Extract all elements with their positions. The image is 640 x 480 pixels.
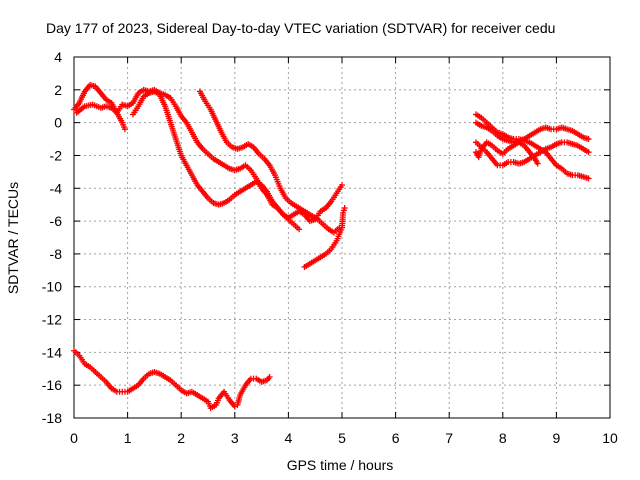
y-tick-label: -10 [42,279,62,295]
data-point-marker [585,136,592,143]
chart-title: Day 177 of 2023, Sidereal Day-to-day VTE… [46,20,555,36]
x-tick-label: 8 [499,430,507,446]
y-tick-label: -6 [50,213,63,229]
data-point-marker [266,373,273,380]
y-tick-label: 2 [54,82,62,98]
x-tick-label: 5 [338,430,346,446]
x-tick-label: 0 [70,430,78,446]
axis-ticks: 0 1 2 3 4 5 6 7 8 9 10 4 2 0 -2 -4 -6 -8 -10 -12 -14 -16 -18 [42,49,618,446]
y-tick-label: -8 [50,246,63,262]
x-tick-label: 4 [285,430,293,446]
y-tick-label: 4 [54,49,62,65]
grid-lines [74,57,610,418]
data-point-marker [585,149,592,156]
y-tick-label: -2 [50,147,63,163]
y-tick-label: -12 [42,312,62,328]
y-tick-label: -18 [42,410,62,426]
y-tick-label: -14 [42,344,62,360]
x-tick-label: 2 [177,430,185,446]
x-tick-label: 1 [124,430,132,446]
x-axis-label: GPS time / hours [287,457,394,473]
x-tick-label: 6 [392,430,400,446]
x-tick-label: 10 [602,430,618,446]
data-point-marker [296,226,303,233]
x-tick-label: 7 [445,430,453,446]
series-track-8 [473,119,592,146]
series-track-5 [301,204,348,271]
y-tick-label: -16 [42,377,62,393]
series-track-6 [71,347,273,412]
series-track-3 [129,88,303,233]
x-tick-label: 3 [231,430,239,446]
y-tick-label: 0 [54,115,62,131]
data-marks [71,81,592,412]
data-point-marker [339,181,345,188]
x-tick-label: 9 [553,430,561,446]
series-track-9 [473,139,592,169]
y-axis-label: SDTVAR / TECUs [5,182,21,294]
series-track-7 [473,111,592,182]
data-point-marker [534,160,541,167]
y-tick-label: -4 [50,180,63,196]
data-point-marker [585,175,592,182]
data-point-marker [121,126,128,133]
data-point-marker [341,204,348,211]
series-track-10 [473,139,541,167]
